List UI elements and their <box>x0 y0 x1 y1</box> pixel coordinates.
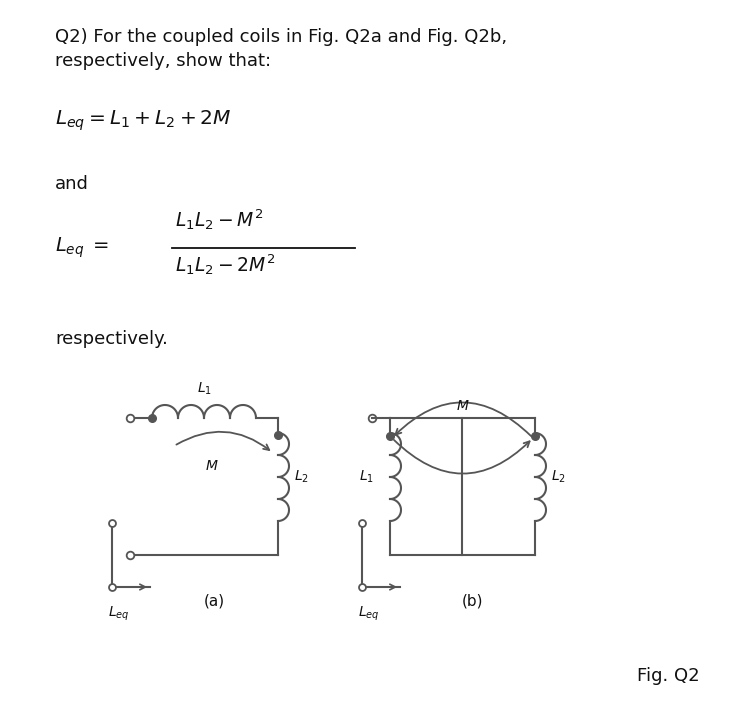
Text: respectively, show that:: respectively, show that: <box>55 52 271 70</box>
Text: respectively.: respectively. <box>55 330 168 348</box>
Text: $M$: $M$ <box>204 459 218 474</box>
Text: $L_{eq}\;=$: $L_{eq}\;=$ <box>55 236 109 261</box>
Text: $L_1L_2 - 2M^2$: $L_1L_2 - 2M^2$ <box>175 252 275 277</box>
Text: Q2) For the coupled coils in Fig. Q2a and Fig. Q2b,: Q2) For the coupled coils in Fig. Q2a an… <box>55 28 507 46</box>
Text: $L_1L_2 - M^2$: $L_1L_2 - M^2$ <box>175 207 263 232</box>
Text: Fig. Q2: Fig. Q2 <box>638 667 700 685</box>
Text: $L_2$: $L_2$ <box>294 469 309 485</box>
Text: $L_1$: $L_1$ <box>196 381 212 397</box>
Text: $L_1$: $L_1$ <box>359 469 374 485</box>
Text: $L_{eq}$: $L_{eq}$ <box>108 605 130 623</box>
Text: and: and <box>55 175 89 193</box>
Text: $L_{eq} = L_1 + L_2 + 2M$: $L_{eq} = L_1 + L_2 + 2M$ <box>55 108 232 133</box>
Text: (b): (b) <box>462 593 483 608</box>
Text: $L_2$: $L_2$ <box>551 469 566 485</box>
Text: $L_{eq}$: $L_{eq}$ <box>358 605 379 623</box>
Text: (a): (a) <box>204 593 224 608</box>
Text: $M$: $M$ <box>455 399 469 413</box>
